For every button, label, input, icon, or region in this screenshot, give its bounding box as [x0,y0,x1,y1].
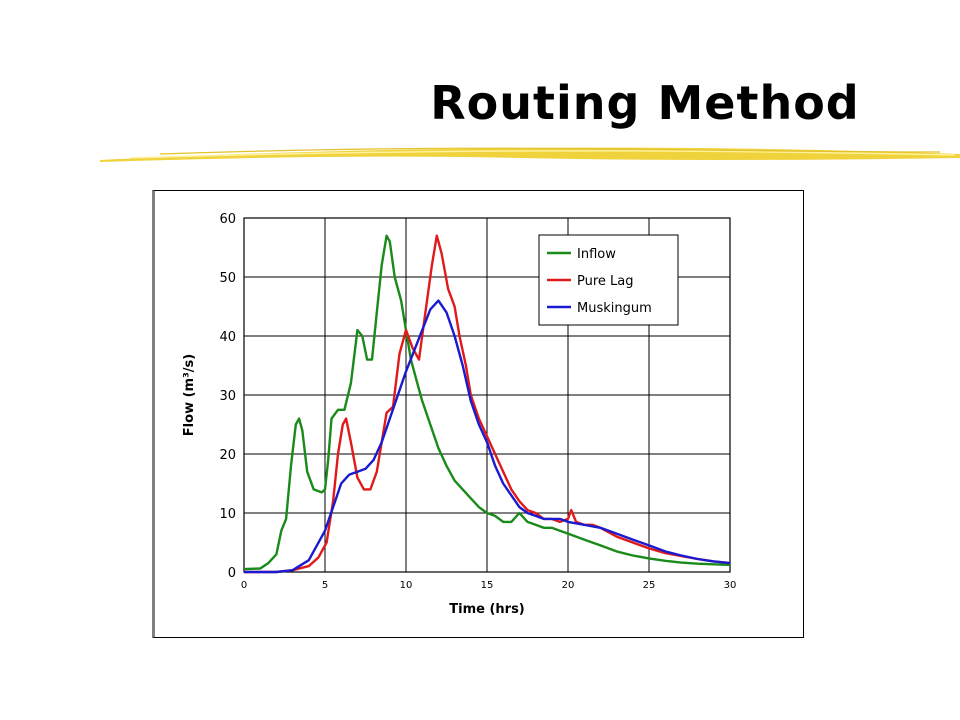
legend: Inflow Pure Lag Muskingum [538,234,679,326]
y-tick-label: 40 [219,330,236,345]
y-tick-label: 0 [228,566,236,581]
flow-chart: 0 5 10 15 20 25 30 0 10 20 30 40 50 60 Time (hrs) Flow … [182,212,737,617]
series-line-pure-lag [244,234,731,574]
x-axis-label: Time (hrs) [449,602,525,617]
y-axis-label: Flow (m³/s) [182,354,197,436]
x-tick-label: 25 [643,580,656,591]
x-tick-label: 30 [724,580,737,591]
legend-label: Pure Lag [577,274,634,289]
x-tick-label: 10 [400,580,413,591]
series-line-muskingum [244,299,731,574]
x-tick-label: 5 [322,580,328,591]
title-underline [100,147,960,162]
y-tick-label: 20 [219,448,236,463]
x-tick-label: 0 [241,580,247,591]
slide-title: Routing Method [430,76,860,130]
chart-frame: 0 5 10 15 20 25 30 0 10 20 30 40 50 60 Time (hrs) Flow … [152,190,804,638]
legend-label: Muskingum [577,301,652,316]
legend-label: Inflow [577,247,616,262]
y-tick-label: 50 [219,271,236,286]
x-tick-label: 15 [481,580,494,591]
x-tick-label: 20 [562,580,575,591]
y-tick-label: 30 [219,389,236,404]
y-tick-label: 60 [219,212,236,227]
y-tick-label: 10 [219,507,236,522]
